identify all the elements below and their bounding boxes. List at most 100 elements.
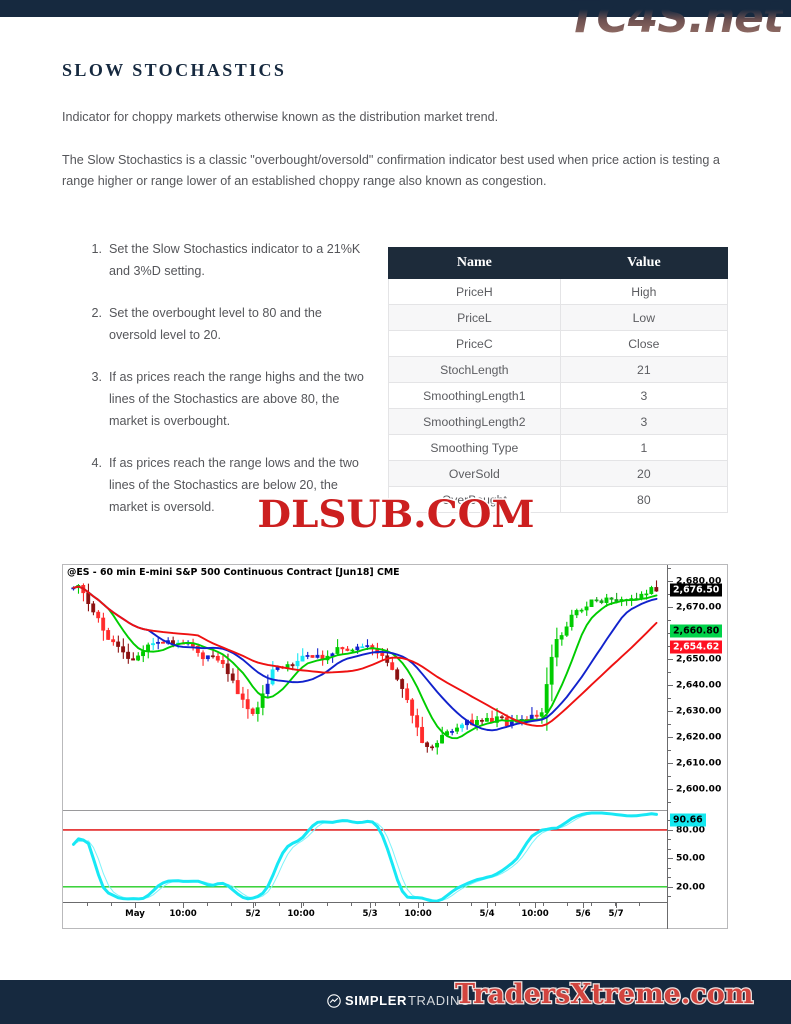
axis-minor-tick	[668, 723, 671, 725]
time-minor-tick	[183, 903, 184, 906]
time-tick	[418, 903, 419, 908]
time-axis-label: 5/3	[362, 909, 378, 919]
time-axis-label: 5/7	[608, 909, 624, 919]
table-row: OverSold 20	[388, 460, 729, 487]
list-item-text: If as prices reach the range lows and th…	[109, 456, 359, 514]
time-minor-tick	[519, 903, 520, 906]
price-plot	[71, 580, 659, 755]
time-minor-tick	[327, 903, 328, 906]
table-row: PriceL Low	[388, 304, 729, 331]
table-header-row: Name Value	[388, 247, 729, 279]
cell-name: OverBought	[388, 486, 561, 513]
time-tick	[253, 903, 254, 908]
stochastic-axis-label: 20.00	[676, 881, 706, 893]
description-paragraph: The Slow Stochastics is a classic "overb…	[62, 153, 720, 188]
price-axis: 2,680.002,670.002,660.002,650.002,640.00…	[667, 565, 728, 929]
axis-minor-tick	[668, 896, 671, 898]
list-item: 4. If as prices reach the range lows and…	[82, 452, 372, 518]
axis-minor-tick	[668, 839, 671, 841]
list-item-number: 3.	[91, 370, 102, 384]
footer-brand-bold: SIMPLER	[345, 993, 407, 1008]
list-item-number: 1.	[91, 242, 102, 256]
stochastic-axis-label: 80.00	[676, 824, 706, 836]
axis-minor-tick	[668, 567, 671, 569]
axis-minor-tick	[668, 877, 671, 879]
axis-tick	[668, 710, 673, 712]
trading-chart[interactable]: @ES - 60 min E-mini S&P 500 Continuous C…	[62, 564, 728, 929]
axis-tick	[668, 580, 673, 582]
time-axis-label: 5/6	[575, 909, 591, 919]
column-header-value: Value	[559, 247, 729, 279]
axis-minor-tick	[668, 820, 671, 822]
time-minor-tick	[591, 903, 592, 906]
cell-name: PriceH	[388, 278, 561, 305]
time-minor-tick	[255, 903, 256, 906]
header-bar	[0, 0, 791, 17]
price-axis-label: 2,620.00	[676, 731, 722, 743]
time-axis-label: 10:00	[287, 909, 315, 919]
table-row: OverBought 80	[388, 486, 729, 513]
price-axis-label: 2,650.00	[676, 653, 722, 665]
column-header-name: Name	[388, 247, 561, 279]
time-minor-tick	[615, 903, 616, 906]
time-minor-tick	[279, 903, 280, 906]
time-tick	[583, 903, 584, 908]
cell-value: 21	[559, 356, 729, 383]
table-row: Smoothing Type 1	[388, 434, 729, 461]
footer-bar: SIMPLER TRADING ®	[0, 980, 791, 1024]
price-badge: 2,654.62	[670, 640, 723, 654]
time-minor-tick	[231, 903, 232, 906]
list-item: 1. Set the Slow Stochastics indicator to…	[82, 238, 372, 282]
table-row: StochLength 21	[388, 356, 729, 383]
time-tick	[535, 903, 536, 908]
list-item-text: Set the overbought level to 80 and the o…	[109, 306, 322, 342]
axis-tick	[668, 763, 673, 765]
axis-tick	[668, 829, 673, 831]
time-minor-tick	[207, 903, 208, 906]
table-row: SmoothingLength1 3	[388, 382, 729, 409]
cell-name: PriceL	[388, 304, 561, 331]
circle-chart-icon	[327, 993, 341, 1008]
axis-tick	[668, 789, 673, 791]
axis-tick	[668, 684, 673, 686]
axis-tick	[668, 858, 673, 860]
time-axis-label: May	[125, 909, 145, 919]
cell-value: 1	[559, 434, 729, 461]
axis-minor-tick	[668, 750, 671, 752]
cell-value: Low	[559, 304, 729, 331]
price-pane	[63, 565, 667, 810]
axis-minor-tick	[668, 776, 671, 778]
price-badge: 2,660.80	[670, 624, 723, 638]
axis-minor-tick	[668, 802, 671, 804]
time-tick	[487, 903, 488, 908]
axis-minor-tick	[668, 848, 671, 850]
time-tick	[301, 903, 302, 908]
cell-name: SmoothingLength1	[388, 382, 561, 409]
axis-minor-tick	[668, 645, 671, 647]
time-minor-tick	[375, 903, 376, 906]
stochastic-pane	[63, 810, 667, 903]
intro-paragraph: Indicator for choppy markets otherwise k…	[62, 110, 499, 124]
time-tick	[370, 903, 371, 908]
list-item-number: 4.	[91, 456, 102, 470]
price-axis-label: 2,640.00	[676, 679, 722, 691]
axis-minor-tick	[668, 697, 671, 699]
time-axis-label: 5/4	[479, 909, 495, 919]
chart-title: @ES - 60 min E-mini S&P 500 Continuous C…	[67, 567, 400, 578]
table-row: PriceC Close	[388, 330, 729, 357]
time-axis: May 10:00 5/2 10:00 5/3 10:00 5/4 10:00 5/6 5/7	[63, 902, 667, 930]
list-item-text: If as prices reach the range highs and t…	[109, 370, 364, 428]
axis-tick	[668, 737, 673, 739]
time-minor-tick	[135, 903, 136, 906]
axis-tick	[668, 886, 673, 888]
table-row: SmoothingLength2 3	[388, 408, 729, 435]
footer-brand-light: TRADING	[407, 993, 471, 1008]
time-minor-tick	[543, 903, 544, 906]
time-axis-label: 10:00	[169, 909, 197, 919]
list-item-number: 2.	[91, 306, 102, 320]
list-item: 3. If as prices reach the range highs an…	[82, 366, 372, 432]
time-minor-tick	[87, 903, 88, 906]
time-minor-tick	[567, 903, 568, 906]
axis-minor-tick	[668, 867, 671, 869]
